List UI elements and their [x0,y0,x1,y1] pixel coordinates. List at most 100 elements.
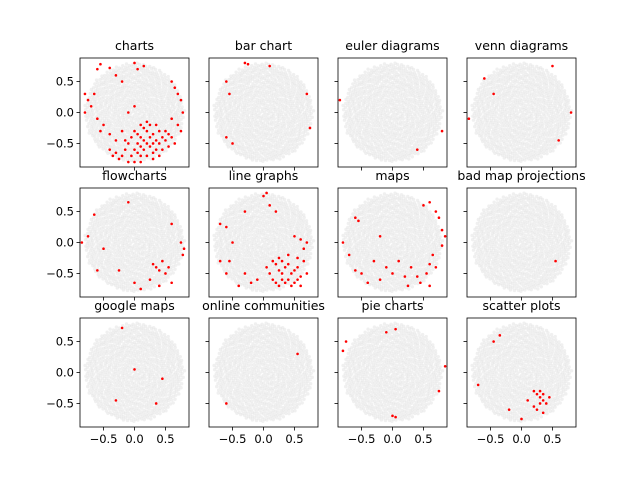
background-point [112,135,116,140]
background-point [86,124,90,129]
background-point [108,74,113,78]
background-point [103,104,108,108]
highlight-point [142,64,146,68]
background-point [156,105,160,110]
background-point [163,219,168,224]
background-point [167,268,171,273]
background-point [503,115,507,119]
background-point [499,120,504,125]
background-point [269,236,274,241]
background-point [96,263,101,268]
background-point [292,89,297,94]
y-tick-label: −0.5 [46,136,74,150]
background-point [83,237,88,242]
highlight-point [148,135,152,139]
background-point [141,128,146,133]
background-point [117,196,122,200]
background-point [150,126,155,130]
background-point [556,131,560,136]
background-point [543,98,547,103]
background-point [87,258,92,262]
background-point [165,260,169,264]
background-point [535,82,540,86]
background-point [93,131,98,135]
background-point [538,141,543,146]
background-point [545,148,549,153]
background-point [308,121,313,126]
background-point [163,114,168,119]
background-point [175,112,180,116]
background-point [111,142,116,146]
background-point [154,143,159,147]
background-point [406,82,411,86]
background-point [146,74,150,78]
background-point [230,147,234,151]
background-point [496,77,500,81]
background-point [88,221,93,226]
background-point [145,212,150,216]
background-point [490,89,495,94]
background-point [229,135,233,140]
background-point [404,88,408,92]
background-point [112,268,116,273]
background-point [387,105,391,109]
background-point [88,91,93,96]
background-point [400,157,404,162]
background-point [490,101,495,106]
background-point [497,113,502,117]
background-point [363,95,368,99]
highlight-point [154,139,158,142]
background-point [541,88,545,93]
background-point [341,103,345,108]
background-point [123,105,127,110]
background-point [407,153,411,158]
background-point [126,103,130,107]
background-point [153,254,158,258]
background-point [551,81,555,86]
background-point [276,125,281,129]
background-point [295,145,299,149]
background-point [94,240,99,244]
background-point [494,103,498,108]
background-point [435,132,439,136]
background-point [527,116,532,121]
background-point [409,79,414,84]
background-point [151,90,155,95]
highlight-point [114,139,118,142]
background-point [494,147,499,151]
background-point [112,80,116,84]
highlight-point [151,157,155,161]
background-point [111,257,115,261]
background-point [103,219,108,223]
background-point [554,89,558,93]
background-point [368,113,373,117]
background-point [267,258,272,262]
background-point [172,218,177,223]
background-point [373,156,377,160]
background-point [116,245,120,249]
background-point [276,150,280,154]
background-point [107,209,111,214]
background-point [274,82,279,86]
background-point [299,86,303,90]
background-point [83,107,88,112]
background-point [285,235,289,240]
background-point [97,145,102,149]
background-point [361,89,366,94]
background-point [496,140,500,144]
highlight-point [120,154,124,158]
background-point [487,135,491,140]
background-point [243,65,248,69]
background-point [532,100,537,104]
background-point [98,233,102,238]
background-point [525,78,529,82]
highlight-point [176,123,180,127]
background-point [272,244,276,248]
background-point [302,137,306,141]
background-point [178,224,182,229]
background-point [151,200,155,204]
background-point [141,76,145,81]
highlight-point [148,123,152,127]
background-point [164,87,168,91]
background-point [154,127,158,131]
